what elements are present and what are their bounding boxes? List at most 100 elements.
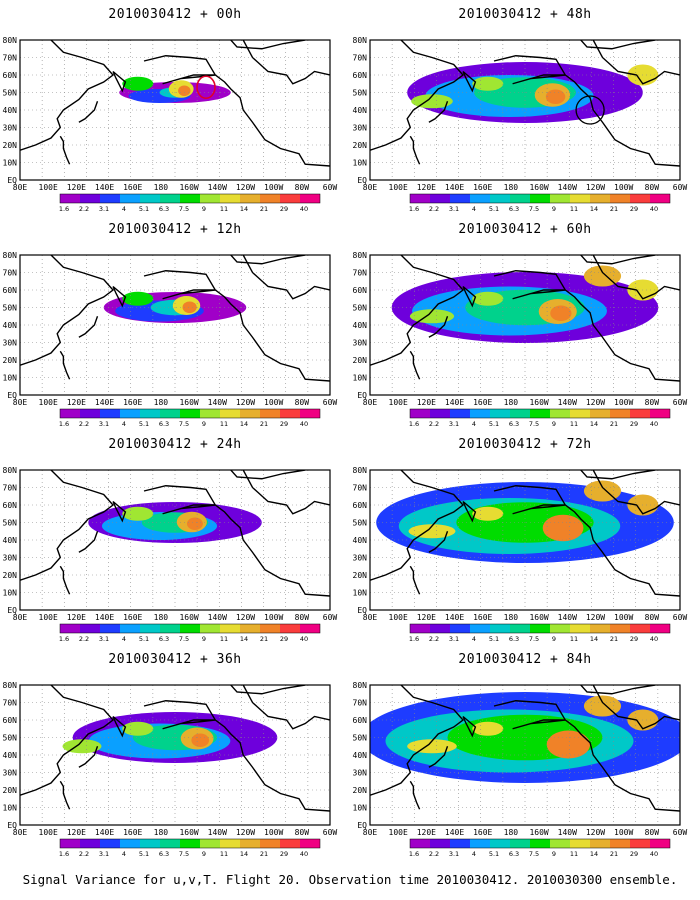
lat-tick-label: 70N bbox=[3, 54, 18, 63]
colorbar-swatch bbox=[280, 839, 300, 848]
colorbar-label: 11 bbox=[570, 205, 578, 213]
colorbar-swatch bbox=[410, 839, 430, 848]
colorbar-swatch bbox=[60, 624, 80, 633]
colorbar-swatch bbox=[80, 409, 100, 418]
colorbar-swatch bbox=[650, 624, 670, 633]
lat-tick-label: 40N bbox=[3, 321, 18, 330]
colorbar-swatch bbox=[220, 624, 240, 633]
colorbar-swatch bbox=[530, 194, 550, 203]
lat-tick-label: 50N bbox=[3, 519, 18, 528]
lon-tick-label: 160W bbox=[529, 398, 548, 407]
colorbar-swatch bbox=[220, 409, 240, 418]
colorbar-label: 9 bbox=[202, 635, 206, 643]
lon-tick-label: 80E bbox=[363, 398, 378, 407]
colorbar-swatch bbox=[630, 194, 650, 203]
colorbar-swatch bbox=[160, 624, 180, 633]
lon-tick-label: 120W bbox=[236, 398, 255, 407]
lon-tick-label: 160W bbox=[179, 398, 198, 407]
colorbar-label: 9 bbox=[552, 850, 556, 858]
colorbar-swatch bbox=[100, 409, 120, 418]
colorbar-swatch bbox=[180, 409, 200, 418]
colorbar-swatch bbox=[470, 624, 490, 633]
colorbar-label: 40 bbox=[300, 420, 308, 428]
colorbar-label: 6.3 bbox=[159, 850, 169, 858]
lat-tick-label: 60N bbox=[3, 286, 18, 295]
colorbar-swatch bbox=[240, 409, 260, 418]
colorbar-swatch bbox=[510, 409, 530, 418]
colorbar-label: 11 bbox=[570, 420, 578, 428]
lat-tick-label: 30N bbox=[353, 339, 368, 348]
lon-tick-label: 80E bbox=[13, 183, 28, 192]
lat-tick-label: 60N bbox=[3, 71, 18, 80]
map-panel: 2010030412 + 60h 80N 70N 60N 50N 40N 30N 20N 10N… bbox=[350, 215, 700, 430]
colorbar-label: 11 bbox=[220, 205, 228, 213]
lon-tick-label: 180 bbox=[154, 828, 169, 837]
coastlines bbox=[20, 685, 330, 812]
colorbar-swatch bbox=[240, 194, 260, 203]
colorbar-swatch bbox=[450, 624, 470, 633]
colorbar-swatch bbox=[450, 839, 470, 848]
lon-tick-label: 140W bbox=[558, 183, 577, 192]
lon-tick-label: 100W bbox=[264, 828, 283, 837]
colorbar-swatch bbox=[530, 839, 550, 848]
lat-tick-label: 40N bbox=[353, 751, 368, 760]
colorbar-swatch bbox=[280, 194, 300, 203]
colorbar-swatch bbox=[610, 624, 630, 633]
lat-tick-label: 30N bbox=[353, 554, 368, 563]
observation-marker bbox=[575, 95, 605, 125]
colorbar-swatch bbox=[470, 409, 490, 418]
map-panel: 2010030412 + 12h 80N 70N 60N 50N 40N 30N 20N 10N… bbox=[0, 215, 350, 430]
lat-tick-label: 20N bbox=[3, 356, 18, 365]
field-blob bbox=[191, 733, 210, 747]
lat-tick-label: 40N bbox=[3, 106, 18, 115]
colorbar-label: 40 bbox=[300, 205, 308, 213]
lon-tick-label: 120E bbox=[67, 398, 86, 407]
colorbar-swatch bbox=[100, 624, 120, 633]
panel-title: 2010030412 + 72h bbox=[458, 437, 592, 452]
colorbar-swatch bbox=[630, 409, 650, 418]
lon-tick-label: 140E bbox=[95, 828, 114, 837]
lat-tick-label: 20N bbox=[3, 141, 18, 150]
lon-tick-label: 80W bbox=[645, 613, 660, 622]
lon-tick-label: 80E bbox=[363, 183, 378, 192]
colorbar-label: 14 bbox=[590, 205, 598, 213]
lat-tick-label: 40N bbox=[353, 106, 368, 115]
lat-tick-label: EQ bbox=[357, 176, 367, 185]
colorbar-swatch bbox=[260, 409, 280, 418]
lon-tick-label: 100E bbox=[39, 613, 58, 622]
colorbar-swatch bbox=[570, 624, 590, 633]
colorbar-swatch bbox=[610, 839, 630, 848]
map-panel: 2010030412 + 84h 80N 70N 60N 50N 40N 30N 20N 10N… bbox=[350, 645, 700, 860]
lon-tick-label: 60W bbox=[323, 613, 338, 622]
lon-tick-label: 160E bbox=[473, 613, 492, 622]
colorbar-label: 21 bbox=[260, 635, 268, 643]
lon-tick-label: 120W bbox=[236, 613, 255, 622]
lat-tick-label: EQ bbox=[7, 176, 17, 185]
lat-tick-label: 30N bbox=[3, 124, 18, 133]
colorbar-swatch bbox=[570, 409, 590, 418]
lat-tick-label: EQ bbox=[357, 821, 367, 830]
lon-tick-label: 120E bbox=[67, 828, 86, 837]
colorbar-label: 14 bbox=[590, 420, 598, 428]
colorbar-swatch bbox=[80, 194, 100, 203]
colorbar-label: 5.1 bbox=[489, 635, 499, 643]
colorbar-label: 5.1 bbox=[139, 420, 149, 428]
map-panel: 2010030412 + 72h 80N 70N 60N 50N 40N 30N 20N 10N… bbox=[350, 430, 700, 645]
colorbar-swatch bbox=[60, 194, 80, 203]
colorbar-label: 9 bbox=[202, 420, 206, 428]
colorbar-label: 4 bbox=[122, 420, 126, 428]
field-blob bbox=[550, 305, 572, 321]
map-panel: 2010030412 + 00h 80N 70N 60N 50N 40N 30N 20N 10N… bbox=[0, 0, 350, 215]
lon-tick-label: 60W bbox=[323, 398, 338, 407]
colorbar-label: 3.1 bbox=[99, 850, 109, 858]
gridlines bbox=[370, 470, 680, 610]
colorbar-label: 3.1 bbox=[99, 635, 109, 643]
gridlines bbox=[20, 40, 330, 180]
lon-tick-label: 140W bbox=[208, 828, 227, 837]
lat-tick-label: 10N bbox=[353, 589, 368, 598]
lat-tick-label: 80N bbox=[353, 466, 368, 475]
colorbar-label: 4 bbox=[472, 635, 476, 643]
lon-tick-label: 80E bbox=[363, 828, 378, 837]
lon-tick-label: 140W bbox=[208, 183, 227, 192]
